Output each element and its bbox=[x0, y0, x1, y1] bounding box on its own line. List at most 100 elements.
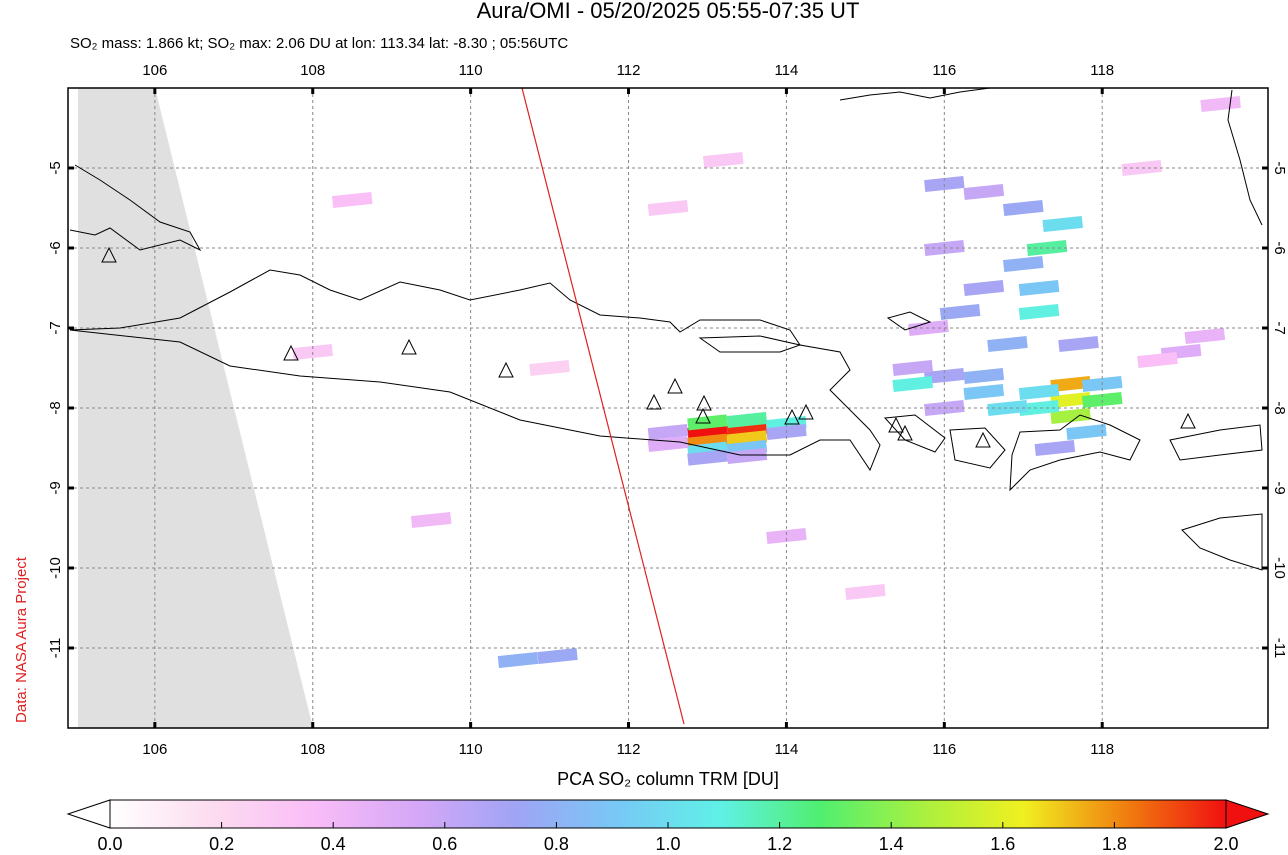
x-tick-label: 112 bbox=[617, 741, 641, 758]
volcanoes bbox=[101, 246, 1196, 448]
colorbar-tick-label: 1.2 bbox=[767, 834, 792, 854]
y-tick-label: -5 bbox=[47, 161, 64, 174]
so2-pixel bbox=[1018, 303, 1060, 321]
colorbar-tick-label: 2.0 bbox=[1213, 834, 1238, 854]
so2-pixel bbox=[987, 335, 1028, 353]
y-tick-label: -10 bbox=[47, 557, 64, 579]
kangean-coast bbox=[886, 311, 932, 331]
so2-pixel bbox=[892, 375, 933, 393]
so2-pixel bbox=[963, 367, 1005, 385]
y-tick-label: -10 bbox=[1271, 557, 1288, 579]
y-tick-label: -7 bbox=[1271, 321, 1288, 334]
x-tick-label: 108 bbox=[300, 62, 325, 79]
x-tick-label: 106 bbox=[142, 62, 167, 79]
so2-pixel bbox=[703, 151, 744, 169]
so2-pixel bbox=[1184, 327, 1226, 345]
so2-pixel bbox=[1003, 199, 1044, 217]
grid bbox=[68, 88, 1268, 728]
volcano bbox=[646, 393, 662, 410]
so2-pixel bbox=[497, 651, 539, 669]
so2-pixel bbox=[1121, 159, 1162, 177]
java-coast bbox=[69, 269, 881, 472]
so2-pixel bbox=[647, 199, 689, 217]
volcano bbox=[401, 338, 417, 355]
so2-pixel bbox=[1042, 215, 1083, 233]
sumbawa-coast bbox=[1009, 414, 1141, 492]
colorbar-ramp bbox=[109, 799, 1227, 829]
borneo-coast bbox=[839, 87, 991, 101]
x-tick-label: 110 bbox=[459, 62, 483, 79]
so2-pixel bbox=[892, 359, 933, 377]
flores-coast bbox=[1169, 424, 1263, 461]
orbit-line bbox=[521, 87, 685, 725]
so2-pixel bbox=[410, 511, 452, 529]
colorbar-tick-label: 0.4 bbox=[321, 834, 346, 854]
volcano bbox=[975, 431, 991, 448]
so2-pixel bbox=[529, 359, 570, 377]
so2-pixel bbox=[687, 449, 728, 466]
colorbar-tick-label: 0.2 bbox=[209, 834, 234, 854]
colorbar-tick-label: 1.0 bbox=[655, 834, 680, 854]
volcano bbox=[897, 424, 913, 441]
chart-title: Aura/OMI - 05/20/2025 05:55-07:35 UT bbox=[477, 0, 860, 23]
volcano bbox=[667, 377, 683, 394]
so2-pixel bbox=[647, 423, 689, 441]
x-tick-label: 116 bbox=[932, 741, 956, 758]
volcano bbox=[283, 344, 299, 361]
colorbar-tick-label: 0.8 bbox=[544, 834, 569, 854]
credit: Data: NASA Aura Project bbox=[13, 556, 30, 723]
colorbar-tick-label: 1.8 bbox=[1102, 834, 1127, 854]
y-tick-label: -9 bbox=[1271, 481, 1288, 494]
y-tick-label: -5 bbox=[1271, 161, 1288, 174]
x-tick-label: 108 bbox=[300, 741, 325, 758]
y-tick-label: -8 bbox=[1271, 401, 1288, 414]
so2-pixel bbox=[1018, 383, 1060, 401]
so2-pixel bbox=[537, 647, 578, 665]
volcano bbox=[498, 361, 514, 378]
so2-pixel bbox=[1066, 423, 1107, 441]
y-tick-label: -8 bbox=[47, 401, 64, 414]
volcano bbox=[784, 408, 800, 425]
x-tick-label: 118 bbox=[1090, 741, 1114, 758]
so2-pixel bbox=[766, 527, 807, 545]
x-tick-label: 114 bbox=[774, 62, 798, 79]
so2-pixel bbox=[939, 303, 981, 321]
colorbar-tick-label: 1.6 bbox=[990, 834, 1015, 854]
x-tick-label: 118 bbox=[1090, 62, 1114, 79]
so2-pixel bbox=[845, 583, 886, 601]
so2-pixel bbox=[963, 383, 1005, 401]
so2-pixel bbox=[1018, 279, 1060, 297]
colorbar: 0.0 0.2 0.4 0.6 0.8 1.0 1.2 1.4 1.6 1.8 2.0 bbox=[66, 799, 1270, 854]
sumba-coast bbox=[1181, 513, 1263, 571]
x-tick-label: 114 bbox=[774, 741, 798, 758]
volcano bbox=[1180, 412, 1196, 429]
y-tick-label: -9 bbox=[47, 481, 64, 494]
volcano bbox=[695, 407, 711, 424]
so2-pixel bbox=[1050, 407, 1091, 425]
so2-pixel bbox=[1003, 255, 1044, 273]
volcano bbox=[798, 403, 814, 420]
so2-pixel bbox=[963, 279, 1005, 297]
sulawesi-coast bbox=[1227, 89, 1263, 226]
so2-pixel bbox=[1058, 335, 1099, 353]
x-tick-label: 112 bbox=[617, 62, 641, 79]
volcano bbox=[101, 246, 117, 263]
colorbar-tick-label: 0.6 bbox=[432, 834, 457, 854]
map bbox=[67, 87, 1269, 729]
so2-pixel bbox=[1137, 351, 1178, 369]
sumatra-coast bbox=[69, 164, 202, 252]
so2-pixel bbox=[687, 414, 728, 431]
so2-pixel bbox=[1050, 391, 1091, 409]
so2-pixel bbox=[963, 183, 1005, 201]
bali-coast bbox=[883, 414, 946, 453]
y-tick-label: -7 bbox=[47, 321, 64, 334]
so2-pixel bbox=[331, 191, 373, 209]
so2-pixel bbox=[987, 399, 1028, 417]
colorbar-tick-label: 0.0 bbox=[97, 834, 122, 854]
y-tick-label: -11 bbox=[1271, 638, 1288, 659]
chart-subtitle: SO₂ mass: 1.866 kt; SO₂ max: 2.06 DU at … bbox=[70, 35, 568, 52]
so2-pixel bbox=[726, 447, 768, 465]
madura-coast bbox=[698, 335, 802, 353]
colorbar-label: PCA SO₂ column TRM [DU] bbox=[557, 769, 779, 789]
